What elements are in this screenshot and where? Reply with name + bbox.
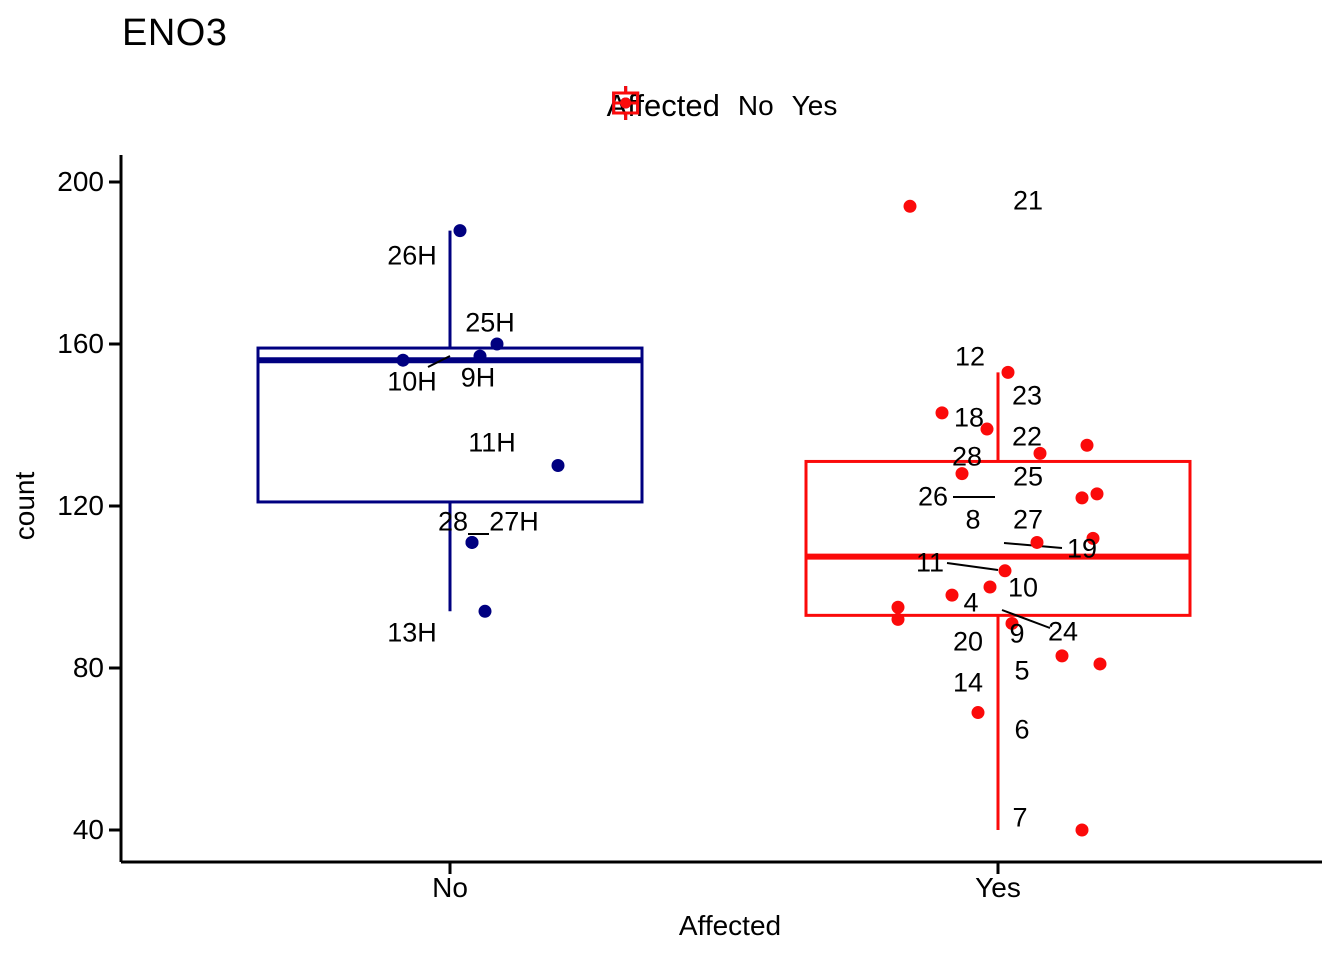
point-label-13H: 13H (387, 617, 437, 648)
point-label-10: 10 (1007, 572, 1039, 603)
data-point-no-28 (465, 535, 479, 549)
y-tick-label-40: 40 (72, 814, 104, 845)
data-point-no-11H (551, 459, 565, 472)
point-label-26: 26 (917, 481, 949, 512)
point-label-26H: 26H (387, 240, 437, 271)
point-label-14: 14 (952, 667, 984, 698)
data-point-no-9H (473, 349, 487, 363)
point-label-20: 20 (952, 626, 984, 657)
point-label-19: 19 (1066, 533, 1098, 564)
data-point-yes-7 (1075, 823, 1089, 837)
data-point-yes-6 (971, 706, 985, 720)
point-label-6: 6 (1014, 714, 1030, 745)
data-point-yes-11 (998, 564, 1012, 578)
data-point-yes-5 (1093, 657, 1107, 671)
point-label-25H: 25H (465, 307, 515, 338)
point-label-21: 21 (1012, 185, 1044, 216)
label-callout-no (427, 355, 451, 368)
data-point-yes-23 (980, 422, 994, 436)
point-label-18: 18 (953, 402, 985, 433)
x-axis-title: Affected (678, 910, 782, 941)
point-label-11H: 11H (468, 427, 516, 458)
point-label-9: 9 (1009, 618, 1025, 649)
y-tick-label-80: 80 (72, 652, 104, 683)
data-point-yes-14 (891, 612, 905, 626)
point-label-22: 22 (1011, 421, 1043, 452)
point-label-9H: 9H (460, 362, 496, 393)
point-label-27H: 27H (489, 506, 539, 537)
data-point-yes-22 (1033, 446, 1047, 460)
data-point-yes-4 (945, 588, 959, 602)
point-label-23: 23 (1011, 380, 1043, 411)
label-callout-yes (946, 562, 999, 571)
data-point-yes-28 (955, 467, 969, 481)
data-point-yes-10 (983, 580, 997, 594)
point-label-24: 24 (1047, 616, 1079, 647)
point-label-27: 27 (1012, 504, 1044, 535)
legend-item-yes: Yes (612, 86, 838, 122)
data-point-no-10H (396, 353, 410, 367)
point-label-4: 4 (963, 587, 979, 618)
y-tick-label-200: 200 (57, 166, 104, 197)
data-point-no-13H (478, 604, 492, 618)
point-label-10H: 10H (387, 366, 437, 397)
x-tick-label-no: No (432, 872, 468, 903)
data-point-yes-24 (1055, 649, 1069, 663)
point-label-5: 5 (1014, 655, 1030, 686)
data-point-yes-26 (1075, 491, 1089, 505)
data-point-yes-27 (1086, 531, 1100, 545)
point-label-25: 25 (1012, 461, 1044, 492)
data-point-no-26H (453, 224, 467, 238)
data-point-yes-20 (891, 600, 905, 614)
point-label-28: 28 (437, 506, 469, 537)
point-label-12: 12 (954, 341, 986, 372)
point-label-28: 28 (951, 441, 983, 472)
y-tick-label-160: 160 (57, 328, 104, 359)
label-callout-yes (1001, 609, 1051, 629)
data-point-no-25H (490, 337, 504, 351)
point-label-11: 11 (915, 547, 945, 578)
box-yes (804, 459, 1192, 617)
data-point-yes-18 (935, 406, 949, 420)
data-point-yes-25 (1080, 438, 1094, 452)
legend-label-yes: Yes (791, 90, 838, 121)
y-tick-label-120: 120 (57, 490, 104, 521)
legend: Affected No Yes (607, 84, 838, 128)
data-point-yes-21 (903, 199, 917, 213)
data-point-yes-12 (1001, 365, 1015, 379)
x-tick-label-yes: Yes (975, 872, 1021, 903)
point-label-8: 8 (965, 504, 981, 535)
data-point-yes-8 (1090, 487, 1104, 501)
legend-label-no: No (737, 90, 774, 121)
legend-key-boxplot-icon (612, 86, 640, 120)
data-point-yes-9 (1005, 616, 1019, 630)
plot-title: ENO3 (122, 12, 228, 54)
point-label-7: 7 (1012, 802, 1028, 833)
data-point-yes-19 (1030, 535, 1044, 549)
box-no (256, 346, 644, 504)
